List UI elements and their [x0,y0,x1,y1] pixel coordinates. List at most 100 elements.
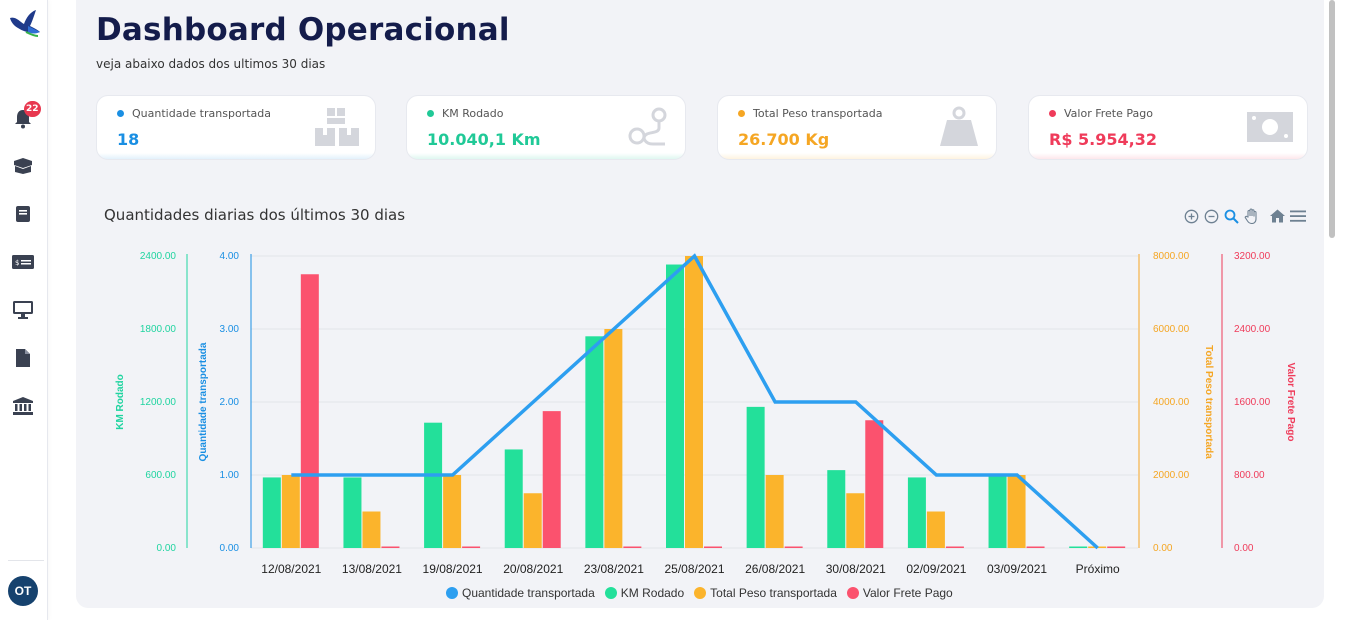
status-dot [427,110,434,117]
bar-km-rodado [988,476,1007,548]
y-tick-label: 4000.00 [1153,397,1190,408]
page-title: Dashboard Operacional [96,12,510,48]
x-tick-label: 19/08/2021 [423,562,483,576]
y-tick-label: 2400.00 [1234,324,1271,335]
kpi-value: 26.700 Kg [738,130,830,149]
legend-item-frete[interactable]: Valor Frete Pago [846,586,953,600]
bar-valor-frete-pago [865,420,884,548]
box-icon[interactable] [12,155,34,177]
bar-km-rodado [666,264,684,548]
bar-valor-frete-pago [623,546,642,548]
legend-label: Total Peso transportada [710,586,837,600]
bar-total-peso-transportada [523,493,542,548]
kpi-label: Valor Frete Pago [1064,107,1153,120]
x-tick-label: Próximo [1076,562,1120,576]
bar-total-peso-transportada [281,475,300,548]
money-card-icon[interactable]: $ [12,251,34,273]
bar-total-peso-transportada [443,475,462,548]
bar-km-rodado [907,477,926,548]
kpi-value: R$ 5.954,32 [1049,130,1157,149]
status-dot [738,110,745,117]
chart-title: Quantidades diarias dos últimos 30 dias [104,206,406,224]
bar-valor-frete-pago [704,546,722,548]
chart-toolbar [1183,206,1306,226]
y-axis-title: Quantidade transportada [198,342,209,461]
combo-chart: 0.00 600.00 1200.00 1800.00 2400.00 KM Rodado… [115,251,1296,576]
kpi-card-quantidade[interactable]: Quantidade transportada 18 [96,95,376,160]
zoom-out-icon[interactable] [1203,207,1220,225]
card-accent [718,153,996,159]
legend-label: KM Rodado [620,586,685,600]
kpi-card-peso[interactable]: Total Peso transportada 26.700 Kg [717,95,997,160]
bird-logo-icon[interactable] [6,8,42,38]
y-tick-label: 0.00 [1234,543,1254,554]
y-tick-label: 800.00 [1234,470,1265,481]
bar-km-rodado [424,422,443,548]
bar-km-rodado [1069,546,1088,548]
notifications-bell-icon[interactable]: 22 [12,101,41,130]
chart-legend: Quantidade transportada KM Rodado Total … [446,586,953,600]
legend-item-quantidade[interactable]: Quantidade transportada [446,586,595,600]
legend-label: Valor Frete Pago [862,586,953,600]
bar-total-peso-transportada [604,329,623,548]
boxes-icon [315,108,359,146]
magnifier-icon[interactable] [1223,207,1240,225]
sidebar-divider [8,560,44,561]
legend-marker [446,587,458,599]
page-scrollbar[interactable] [1327,0,1337,608]
kpi-value: 10.040,1 Km [427,130,541,149]
y-tick-label: 0.00 [1153,543,1173,554]
x-tick-label: 03/09/2021 [987,562,1047,576]
bar-total-peso-transportada [685,256,703,548]
card-accent [407,153,685,159]
y-axis-title: Total Peso transportada [1203,345,1214,459]
bar-km-rodado [262,477,281,548]
legend-label: Quantidade transportada [462,586,595,600]
y-tick-label: 3200.00 [1234,251,1271,262]
document-icon[interactable] [12,347,34,369]
pan-hand-icon[interactable] [1243,207,1260,225]
status-dot [1049,110,1056,117]
book-icon[interactable] [12,203,34,225]
bar-valor-frete-pago [381,546,400,548]
bar-valor-frete-pago [542,411,561,548]
kpi-card-km[interactable]: KM Rodado 10.040,1 Km [406,95,686,160]
home-icon[interactable] [1269,207,1286,225]
legend-marker [694,587,707,599]
y-tick-label: 2000.00 [1153,470,1190,481]
monitor-icon[interactable] [12,299,34,321]
menu-icon[interactable] [1289,207,1306,225]
status-dot [117,110,124,117]
route-icon [628,107,667,146]
svg-text:$: $ [15,259,19,267]
legend-item-peso[interactable]: Total Peso transportada [694,586,837,600]
x-tick-label: 02/09/2021 [906,562,966,576]
legend-item-km[interactable]: KM Rodado [604,586,685,600]
bar-km-rodado [504,449,523,548]
legend-marker [604,587,617,599]
scrollbar-thumb[interactable] [1329,0,1335,238]
kpi-label: Quantidade transportada [132,107,271,120]
y-axis-title: KM Rodado [115,374,126,430]
bar-total-peso-transportada [926,511,945,548]
user-avatar[interactable]: OT [8,576,38,606]
bank-icon[interactable] [12,395,34,417]
y-tick-label: 8000.00 [1153,251,1190,262]
zoom-in-icon[interactable] [1183,207,1200,225]
y-tick-label: 0.00 [220,543,240,554]
bar-valor-frete-pago [1026,546,1045,548]
x-tick-label: 12/08/2021 [261,562,321,576]
y-tick-label: 6000.00 [1153,324,1190,335]
card-accent [1029,153,1307,159]
weight-icon [940,106,978,146]
y-tick-label: 0.00 [157,543,177,554]
kpi-card-frete[interactable]: Valor Frete Pago R$ 5.954,32 [1028,95,1308,160]
bar-total-peso-transportada [765,475,784,548]
y-tick-label: 4.00 [220,251,240,262]
y-tick-label: 1.00 [220,470,240,481]
y-tick-label: 600.00 [145,470,176,481]
line-series-quantidade-transportada [291,253,1099,550]
y-tick-label: 2.00 [220,397,240,408]
bar-total-peso-transportada [362,511,381,548]
notification-count-badge: 22 [24,101,41,117]
